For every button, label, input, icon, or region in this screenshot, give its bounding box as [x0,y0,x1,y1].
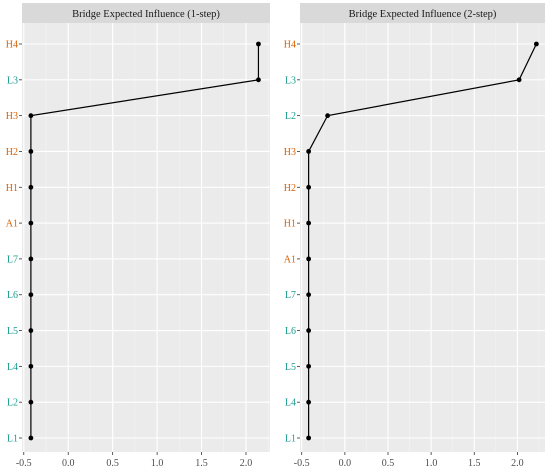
plot-panel [22,23,270,452]
data-point-l3 [516,77,522,83]
series-line [308,43,537,438]
y-tick-label: L7 [285,290,296,301]
chart-panel-1: Bridge Expected Influence (1-step) L1 L2 L4… [6,3,270,469]
y-tick-label: H1 [6,183,18,194]
data-point-l3 [256,77,261,83]
x-tick-label: 1.0 [425,458,438,469]
y-tick-label: H4 [284,40,296,51]
data-point-l4 [306,399,312,405]
x-tick-label: -0.5 [16,458,32,469]
data-point-h4 [256,41,261,47]
data-point-h4 [533,41,539,47]
strip-background [22,3,270,23]
y-tick-label: L5 [285,362,296,373]
data-point-h2 [28,149,34,154]
data-point-l5 [28,328,34,333]
x-tick-label: 0.0 [339,458,352,469]
y-tick-label: H2 [284,183,296,194]
y-tick-label: L2 [7,398,18,409]
y-tick-label: L5 [7,326,18,337]
x-tick-label: 1.0 [151,458,164,469]
x-tick-label: 1.5 [468,458,481,469]
x-tick-label: 0.5 [382,458,395,469]
y-tick-label: L2 [285,111,296,122]
data-point-l2 [28,399,34,405]
data-point-l6 [28,292,34,298]
y-tick-label: A1 [6,219,18,230]
y-tick-label: L3 [285,75,296,86]
data-point-l7 [28,256,34,262]
y-tick-label: H2 [6,147,18,158]
x-tick-label: 0.0 [62,458,75,469]
y-tick-label: H4 [6,40,18,51]
x-tick-label: 2.0 [240,458,253,469]
x-tick-label: 0.5 [106,458,119,469]
data-point-l5 [306,363,312,369]
y-tick-label: L4 [7,362,18,373]
data-point-a1 [28,220,34,226]
chart-title: Bridge Expected Influence (1-step) [72,9,220,20]
y-tick-label: L6 [7,290,18,301]
strip-background [300,3,545,23]
x-tick-label: -0.5 [294,458,310,469]
data-point-l6 [306,328,312,333]
data-point-a1 [306,256,312,262]
data-point-h1 [306,220,312,226]
y-tick-label: L1 [285,434,296,445]
y-tick-label: H3 [6,111,18,122]
data-point-h3 [306,149,312,154]
y-tick-label: L3 [7,75,18,86]
data-point-h2 [306,184,312,190]
series-line [30,44,260,438]
x-tick-label: 1.5 [195,458,208,469]
y-tick-label: L6 [285,326,296,337]
data-point-l7 [306,292,312,298]
y-tick-label: H1 [284,219,296,230]
plot-panel [300,23,545,452]
data-point-l2 [325,113,331,119]
data-point-l1 [306,435,312,441]
chart-title: Bridge Expected Influence (2-step) [349,9,497,20]
y-tick-label: A1 [284,254,296,265]
y-tick-label: L4 [285,398,296,409]
chart-panel-2: Bridge Expected Influence (2-step) L1 L4 L5… [284,3,545,469]
data-point-l1 [28,435,34,441]
y-tick-label: L1 [7,434,18,445]
y-tick-label: H3 [284,147,296,158]
y-tick-label: L7 [7,254,18,265]
data-point-l4 [28,363,34,369]
x-tick-label: 2.0 [511,458,524,469]
data-point-h3 [28,113,34,119]
data-point-h1 [28,184,34,190]
